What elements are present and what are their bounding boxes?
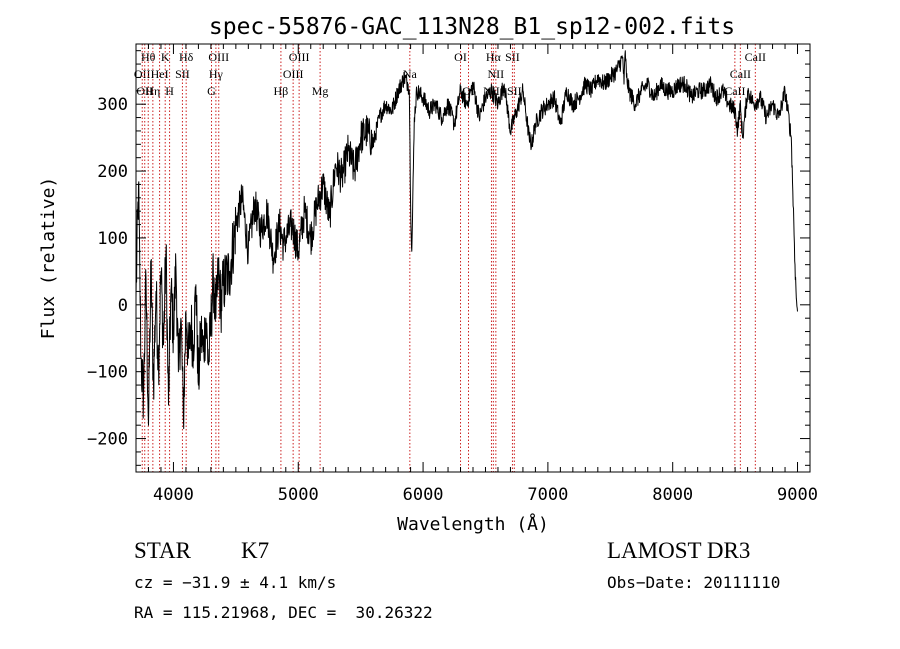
spectral-line-label: OIII	[289, 50, 310, 64]
spectral-line-label: OIII	[208, 50, 229, 64]
spectrum-chart: spec-55876-GAC_113N28_B1_sp12-002.fits O…	[38, 14, 818, 535]
object-class: STAR	[134, 538, 191, 563]
x-tick-label: 9000	[777, 485, 818, 505]
spectral-line-label: SII	[175, 67, 190, 81]
axes: 4000 5000 6000 7000 8000 9000 −200 −100 0 100 200 3…	[87, 44, 818, 505]
spectral-line-label: Hδ	[179, 50, 194, 64]
spectral-line-label: Hθ	[141, 50, 156, 64]
observation-date: Obs−Date: 20111110	[607, 573, 781, 592]
spectral-line-label: OIII	[283, 67, 304, 81]
spectrum-line	[135, 50, 798, 430]
y-axis-label: Flux (relative)	[38, 177, 59, 340]
y-tick-label: 0	[118, 296, 128, 316]
y-tick-label: 300	[97, 95, 128, 115]
y-tick-label: 200	[97, 162, 128, 182]
redshift-cz: cz = −31.9 ± 4.1 km/s	[134, 573, 337, 592]
spectral-line-label: H	[165, 84, 174, 98]
spectral-line-label: OII	[136, 84, 153, 98]
spectral-line-label: CaII	[745, 50, 766, 64]
spectral-line-label: OI	[454, 50, 467, 64]
y-tick-label: 100	[97, 229, 128, 249]
x-axis-label: Wavelength (Å)	[397, 513, 549, 535]
x-tick-label: 6000	[403, 485, 444, 505]
coordinates: RA = 115.21968, DEC = 30.26322	[134, 603, 433, 622]
y-tick-label: −100	[87, 363, 128, 383]
spectral-line-label: SII	[507, 84, 522, 98]
spectral-line-markers: OIIOIIHθHηHeIKHSIIHδGHγOIIIHβOIIIOIIIMgN…	[134, 44, 766, 472]
spectral-line-label: G	[207, 84, 216, 98]
spectral-line-label: K	[161, 50, 170, 64]
x-tick-label: 7000	[527, 485, 568, 505]
spectral-line-label: CaII	[730, 67, 751, 81]
plot-frame	[135, 43, 811, 473]
x-tick-label: 5000	[278, 485, 319, 505]
x-tick-label: 8000	[652, 485, 693, 505]
spectral-line-label: Hβ	[274, 84, 289, 98]
spectral-line-label: Mg	[312, 84, 329, 98]
spectrum-series	[135, 50, 798, 430]
x-tick-label: 4000	[153, 485, 194, 505]
object-subclass: K7	[241, 538, 270, 563]
spectral-line-label: SII	[505, 50, 520, 64]
spectral-line-label: HeI	[151, 67, 169, 81]
survey-name: LAMOST DR3	[607, 538, 751, 563]
spectral-line-label: Hη	[145, 84, 160, 98]
spectral-line-label: Hγ	[209, 67, 224, 81]
chart-title: spec-55876-GAC_113N28_B1_sp12-002.fits	[209, 14, 735, 40]
spectral-line-label: Hα	[486, 50, 502, 64]
spectral-line-label: CaII	[724, 84, 745, 98]
spectral-line-label: NII	[488, 67, 505, 81]
y-tick-label: −200	[87, 430, 128, 450]
